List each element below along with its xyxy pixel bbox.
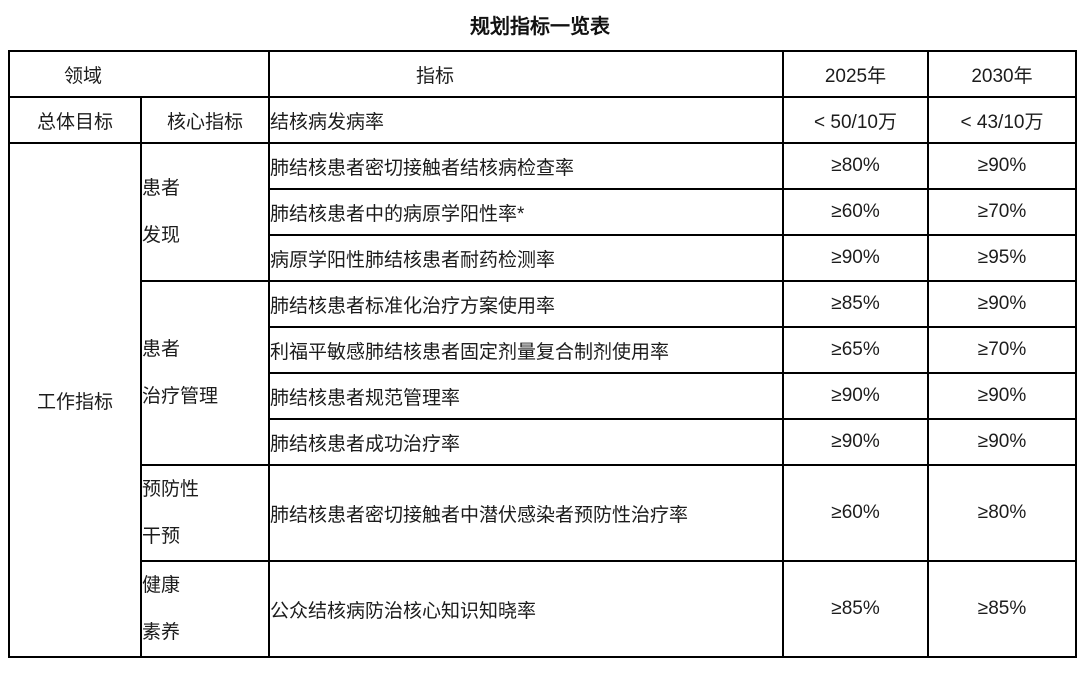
cell-indicator: 肺结核患者规范管理率 [268, 372, 784, 420]
cell-overall-category: 核心指标 [140, 96, 270, 144]
group-label-line: 患者 [142, 339, 181, 360]
cell-group-patient-detection: 患者 发现 [140, 142, 270, 282]
cell-2030-value: ≥85% [927, 560, 1077, 658]
cell-work-domain: 工作指标 [8, 142, 142, 658]
cell-2030-value: ≥90% [927, 280, 1077, 328]
cell-2030-value: < 43/10万 [927, 96, 1077, 144]
header-indicator: 指标 [268, 50, 784, 98]
cell-2030-value: ≥70% [927, 326, 1077, 374]
cell-indicator: 肺结核患者标准化治疗方案使用率 [268, 280, 784, 328]
header-2030: 2030年 [927, 50, 1077, 98]
cell-2025-value: ≥60% [782, 188, 929, 236]
page-title: 规划指标一览表 [470, 16, 610, 38]
group-label-line: 治疗管理 [142, 386, 219, 407]
table-row: 利福平敏感肺结核患者固定剂量复合制剂使用率 ≥65% ≥70% [9, 326, 1077, 374]
cell-indicator: 肺结核患者密切接触者结核病检查率 [268, 142, 784, 190]
group-label-line: 预防性 [142, 479, 200, 500]
cell-2025-value: < 50/10万 [782, 96, 929, 144]
group-label-line: 素养 [142, 622, 181, 643]
cell-group-preventive-intervention: 预防性 干预 [140, 464, 270, 562]
cell-2025-value: ≥80% [782, 142, 929, 190]
cell-indicator: 公众结核病防治核心知识知晓率 [268, 560, 784, 658]
cell-2030-value: ≥90% [927, 372, 1077, 420]
header-2025: 2025年 [782, 50, 929, 98]
group-label-line: 干预 [142, 526, 181, 547]
table-row: 预防性 干预 肺结核患者密切接触者中潜伏感染者预防性治疗率 ≥60% ≥80% [9, 464, 1077, 562]
cell-2030-value: ≥90% [927, 418, 1077, 466]
table-header-row: 领域 指标 2025年 2030年 [8, 50, 1077, 98]
table-row: 工作指标 患者 发现 肺结核患者密切接触者结核病检查率 ≥80% ≥90% [8, 142, 1077, 658]
header-indicator-label: 指标 [415, 65, 454, 87]
cell-2030-value: ≥95% [927, 234, 1077, 282]
cell-2030-value: ≥80% [927, 464, 1077, 562]
table-row: 肺结核患者中的病原学阳性率* ≥60% ≥70% [9, 188, 1077, 236]
cell-indicator: 肺结核患者成功治疗率 [268, 418, 784, 466]
cell-2025-value: ≥90% [782, 372, 929, 420]
cell-indicator: 肺结核患者密切接触者中潜伏感染者预防性治疗率 [268, 464, 784, 562]
table-row: 肺结核患者规范管理率 ≥90% ≥90% [9, 372, 1077, 420]
group-label-line: 患者 [142, 178, 181, 199]
indicators-table: 领域 指标 2025年 2030年 总体目标 核心指标 结核病发病率 < 50/… [8, 50, 1077, 658]
table-row: 健康 素养 公众结核病防治核心知识知晓率 ≥85% ≥85% [9, 560, 1077, 658]
table-row-overall: 总体目标 核心指标 结核病发病率 < 50/10万 < 43/10万 [8, 96, 1077, 144]
cell-2025-value: ≥65% [782, 326, 929, 374]
cell-2030-value: ≥90% [927, 142, 1077, 190]
cell-overall-domain: 总体目标 [8, 96, 142, 144]
cell-group-treatment-management: 患者 治疗管理 [140, 280, 270, 466]
table-row: 患者 治疗管理 肺结核患者标准化治疗方案使用率 ≥85% ≥90% [9, 280, 1077, 466]
cell-2030-value: ≥70% [927, 188, 1077, 236]
cell-2025-value: ≥85% [782, 280, 929, 328]
cell-indicator: 肺结核患者中的病原学阳性率* [268, 188, 784, 236]
cell-2025-value: ≥85% [782, 560, 929, 658]
cell-2025-value: ≥90% [782, 418, 929, 466]
header-domain: 领域 [8, 50, 270, 98]
cell-indicator: 结核病发病率 [268, 96, 784, 144]
cell-group-health-literacy: 健康 素养 [140, 560, 270, 658]
cell-2025-value: ≥90% [782, 234, 929, 282]
group-label-line: 发现 [142, 225, 181, 246]
table-row: 病原学阳性肺结核患者耐药检测率 ≥90% ≥95% [9, 234, 1077, 282]
cell-2025-value: ≥60% [782, 464, 929, 562]
cell-indicator: 病原学阳性肺结核患者耐药检测率 [268, 234, 784, 282]
table-row: 肺结核患者成功治疗率 ≥90% ≥90% [9, 418, 1077, 466]
header-domain-label: 领域 [63, 65, 102, 87]
cell-indicator: 利福平敏感肺结核患者固定剂量复合制剂使用率 [268, 326, 784, 374]
group-label-line: 健康 [142, 575, 181, 596]
